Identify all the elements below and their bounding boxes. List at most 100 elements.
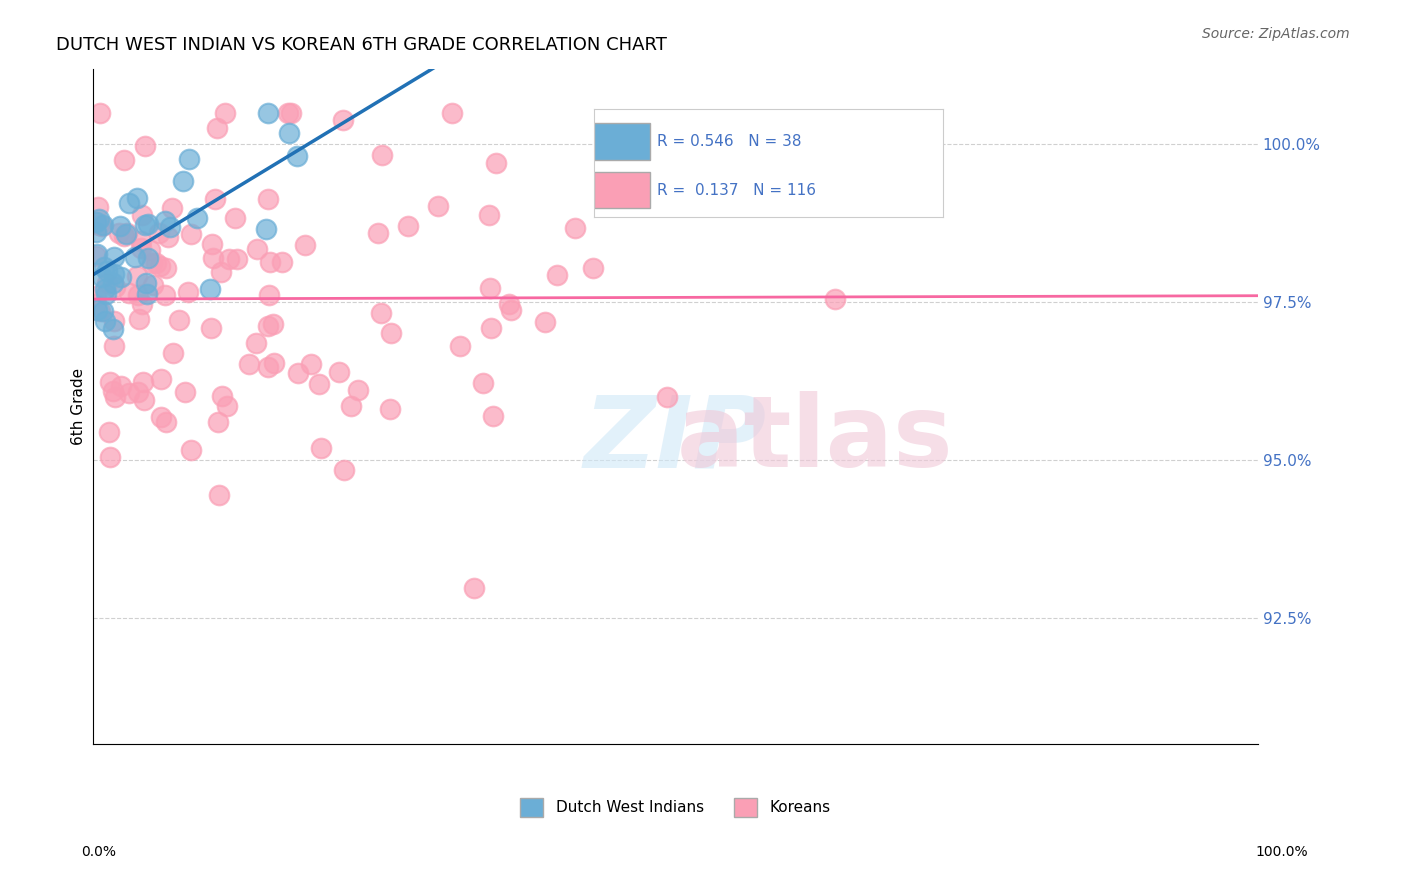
Point	[135, 287, 157, 301]
Point	[254, 222, 277, 236]
Point	[127, 384, 149, 399]
Point	[172, 174, 194, 188]
Legend: Dutch West Indians, Koreans: Dutch West Indians, Koreans	[515, 792, 837, 822]
Point	[117, 196, 139, 211]
Point	[103, 267, 125, 281]
Point	[115, 227, 138, 241]
Point	[84, 296, 107, 310]
Point	[87, 218, 110, 232]
Point	[160, 201, 183, 215]
Point	[132, 376, 155, 390]
Point	[332, 112, 354, 127]
Point	[98, 450, 121, 464]
Point	[91, 218, 114, 232]
Point	[370, 148, 392, 162]
Point	[257, 192, 280, 206]
Point	[142, 277, 165, 292]
Point	[824, 292, 846, 306]
Text: DUTCH WEST INDIAN VS KOREAN 6TH GRADE CORRELATION CHART: DUTCH WEST INDIAN VS KOREAN 6TH GRADE CO…	[56, 36, 666, 54]
Point	[378, 402, 401, 417]
Point	[226, 252, 249, 267]
Point	[159, 220, 181, 235]
Point	[202, 251, 225, 265]
Point	[211, 389, 233, 403]
Point	[263, 356, 285, 370]
Point	[546, 268, 568, 283]
Point	[179, 442, 201, 457]
Point	[124, 250, 146, 264]
Point	[150, 410, 173, 425]
Point	[218, 252, 240, 267]
Point	[162, 346, 184, 360]
Point	[332, 463, 354, 477]
Point	[153, 213, 176, 227]
Point	[262, 318, 284, 332]
Point	[97, 425, 120, 439]
Point	[217, 399, 239, 413]
Point	[141, 256, 163, 270]
Text: Source: ZipAtlas.com: Source: ZipAtlas.com	[1202, 27, 1350, 41]
Point	[207, 415, 229, 429]
Point	[238, 357, 260, 371]
Point	[396, 219, 419, 233]
Point	[485, 156, 508, 170]
Point	[294, 238, 316, 252]
Point	[91, 219, 114, 233]
Point	[136, 217, 159, 231]
Point	[259, 255, 281, 269]
Point	[112, 153, 135, 168]
Point	[103, 314, 125, 328]
Point	[135, 276, 157, 290]
Point	[134, 139, 156, 153]
Point	[246, 242, 269, 256]
Point	[449, 339, 471, 353]
Point	[86, 302, 108, 317]
Point	[132, 392, 155, 407]
Point	[200, 321, 222, 335]
Point	[479, 281, 502, 295]
Point	[367, 226, 389, 240]
Point	[139, 243, 162, 257]
Point	[270, 255, 292, 269]
Point	[380, 326, 402, 340]
Point	[328, 365, 350, 379]
Point	[94, 282, 117, 296]
Point	[285, 149, 308, 163]
Point	[104, 390, 127, 404]
Point	[125, 269, 148, 284]
Point	[280, 105, 302, 120]
Point	[86, 200, 108, 214]
Point	[257, 105, 280, 120]
Point	[131, 297, 153, 311]
Point	[118, 386, 141, 401]
Point	[309, 441, 332, 455]
Point	[257, 318, 280, 333]
Point	[655, 390, 678, 404]
Point	[91, 304, 114, 318]
Point	[108, 226, 131, 240]
Point	[103, 250, 125, 264]
Point	[118, 285, 141, 300]
Point	[214, 105, 236, 120]
Point	[84, 215, 107, 229]
Point	[112, 228, 135, 243]
Point	[96, 263, 118, 277]
Text: atlas: atlas	[676, 392, 953, 489]
Point	[110, 269, 132, 284]
Point	[129, 241, 152, 255]
Point	[479, 320, 502, 334]
Point	[179, 153, 201, 167]
Point	[482, 409, 505, 424]
Point	[125, 191, 148, 205]
Point	[157, 230, 180, 244]
Point	[534, 315, 557, 329]
Point	[108, 219, 131, 233]
Point	[90, 269, 112, 284]
Point	[84, 226, 107, 240]
Point	[153, 288, 176, 302]
Point	[339, 399, 361, 413]
Point	[103, 277, 125, 291]
Point	[278, 126, 301, 140]
Point	[136, 251, 159, 265]
Point	[89, 304, 111, 318]
